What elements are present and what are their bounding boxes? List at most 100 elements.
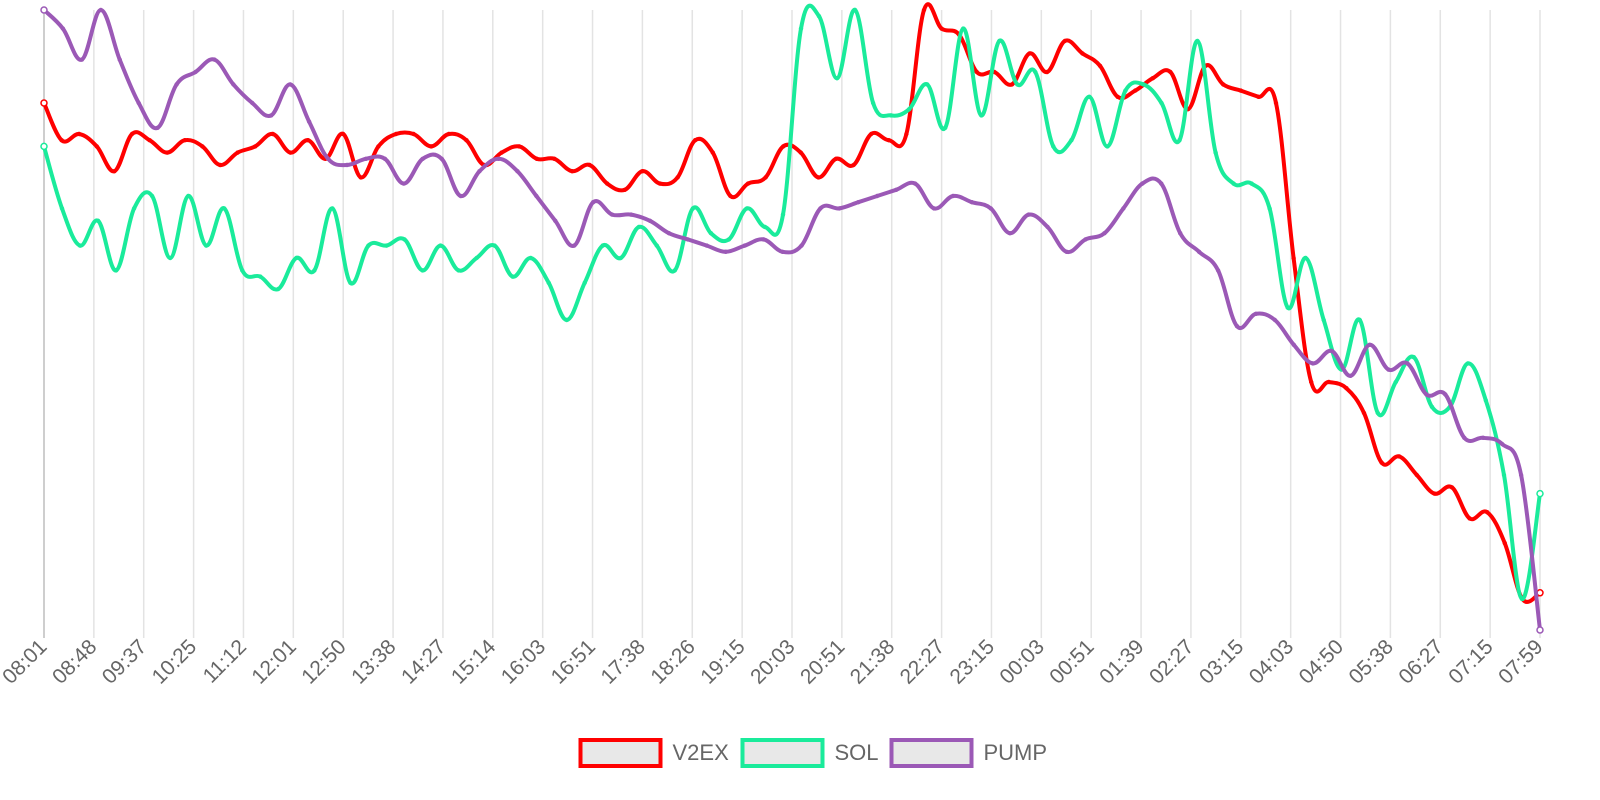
data-point-sol[interactable] bbox=[294, 255, 299, 261]
data-point-v2ex[interactable] bbox=[869, 131, 874, 137]
data-point-pump[interactable] bbox=[818, 206, 823, 211]
data-point-v2ex[interactable] bbox=[1309, 379, 1314, 385]
data-point-pump[interactable] bbox=[79, 57, 85, 62]
data-point-sol[interactable] bbox=[852, 7, 858, 13]
data-point-pump[interactable] bbox=[1462, 435, 1467, 440]
data-point-v2ex[interactable] bbox=[1009, 82, 1015, 87]
data-point-pump[interactable] bbox=[40, 6, 48, 14]
data-point-pump[interactable] bbox=[1443, 392, 1448, 397]
data-point-pump[interactable] bbox=[212, 57, 217, 62]
data-point-v2ex[interactable] bbox=[939, 26, 944, 31]
data-point-sol[interactable] bbox=[1033, 69, 1038, 75]
data-point-sol[interactable] bbox=[131, 206, 137, 211]
data-point-sol[interactable] bbox=[402, 237, 407, 242]
data-point-v2ex[interactable] bbox=[675, 175, 680, 180]
data-point-v2ex[interactable] bbox=[393, 131, 399, 137]
legend-item-v2ex[interactable]: V2EX bbox=[578, 738, 730, 768]
data-point-pump[interactable] bbox=[704, 243, 709, 248]
data-point-sol[interactable] bbox=[312, 268, 317, 273]
data-point-pump[interactable] bbox=[628, 212, 634, 217]
chart-legend[interactable]: V2EX SOL PUMP bbox=[578, 738, 1048, 768]
data-point-sol[interactable] bbox=[690, 206, 696, 211]
data-point-sol[interactable] bbox=[95, 218, 101, 223]
data-point-v2ex[interactable] bbox=[534, 156, 539, 161]
data-point-sol[interactable] bbox=[528, 255, 533, 261]
data-point-v2ex[interactable] bbox=[657, 181, 663, 186]
data-point-sol[interactable] bbox=[1375, 410, 1381, 416]
data-point-v2ex[interactable] bbox=[587, 162, 592, 168]
data-point-v2ex[interactable] bbox=[411, 131, 416, 137]
data-point-v2ex[interactable] bbox=[129, 131, 135, 137]
data-point-pump[interactable] bbox=[647, 218, 653, 223]
data-point-pump[interactable] bbox=[363, 156, 369, 161]
data-point-pump[interactable] bbox=[1536, 626, 1544, 634]
data-point-sol[interactable] bbox=[456, 268, 461, 273]
data-point-v2ex[interactable] bbox=[1414, 472, 1420, 478]
data-point-sol[interactable] bbox=[1015, 82, 1020, 87]
data-point-v2ex[interactable] bbox=[217, 162, 223, 168]
data-point-sol[interactable] bbox=[186, 193, 191, 199]
data-point-v2ex[interactable] bbox=[851, 162, 856, 168]
data-point-sol[interactable] bbox=[1519, 596, 1525, 602]
data-point-sol[interactable] bbox=[1501, 472, 1507, 478]
data-point-v2ex[interactable] bbox=[59, 138, 64, 143]
data-point-v2ex[interactable] bbox=[1115, 94, 1120, 100]
data-point-sol[interactable] bbox=[1357, 317, 1363, 323]
data-point-v2ex[interactable] bbox=[358, 175, 363, 180]
data-point-v2ex[interactable] bbox=[376, 144, 381, 149]
data-point-v2ex[interactable] bbox=[1502, 541, 1508, 546]
data-point-v2ex[interactable] bbox=[763, 175, 768, 180]
data-point-pump[interactable] bbox=[193, 69, 198, 75]
data-point-v2ex[interactable] bbox=[1133, 88, 1138, 93]
data-point-sol[interactable] bbox=[168, 255, 173, 261]
data-point-sol[interactable] bbox=[672, 268, 677, 273]
data-point-sol[interactable] bbox=[204, 243, 209, 248]
data-point-sol[interactable] bbox=[564, 317, 569, 323]
data-point-v2ex[interactable] bbox=[1238, 88, 1244, 93]
data-point-pump[interactable] bbox=[609, 212, 615, 217]
data-point-v2ex[interactable] bbox=[798, 150, 803, 155]
data-point-v2ex[interactable] bbox=[182, 138, 187, 143]
data-point-pump[interactable] bbox=[1405, 361, 1410, 366]
data-point-sol[interactable] bbox=[907, 107, 912, 112]
data-point-pump[interactable] bbox=[780, 249, 785, 254]
data-point-pump[interactable] bbox=[344, 162, 350, 168]
data-point-sol[interactable] bbox=[1177, 138, 1182, 143]
data-point-pump[interactable] bbox=[912, 181, 918, 186]
data-point-v2ex[interactable] bbox=[1485, 510, 1490, 515]
data-point-v2ex[interactable] bbox=[1467, 516, 1472, 521]
data-point-pump[interactable] bbox=[458, 193, 463, 199]
data-point-sol[interactable] bbox=[1123, 88, 1128, 93]
data-point-v2ex[interactable] bbox=[305, 138, 311, 143]
data-point-pump[interactable] bbox=[685, 237, 690, 242]
data-point-pump[interactable] bbox=[269, 113, 274, 118]
data-point-v2ex[interactable] bbox=[640, 169, 645, 174]
data-point-sol[interactable] bbox=[1051, 144, 1056, 149]
data-point-v2ex[interactable] bbox=[1379, 460, 1384, 465]
data-point-v2ex[interactable] bbox=[1045, 69, 1050, 75]
data-point-v2ex[interactable] bbox=[429, 144, 434, 149]
data-point-v2ex[interactable] bbox=[781, 144, 786, 149]
data-point-v2ex[interactable] bbox=[745, 181, 751, 186]
data-point-sol[interactable] bbox=[1195, 38, 1200, 44]
data-point-sol[interactable] bbox=[258, 274, 263, 279]
data-point-pump[interactable] bbox=[969, 200, 975, 205]
data-point-v2ex[interactable] bbox=[1361, 410, 1367, 416]
data-point-pump[interactable] bbox=[1215, 268, 1221, 273]
data-point-sol[interactable] bbox=[1141, 82, 1146, 87]
data-point-sol[interactable] bbox=[1429, 404, 1435, 409]
data-point-v2ex[interactable] bbox=[270, 131, 275, 137]
data-point-sol[interactable] bbox=[708, 231, 714, 236]
data-point-sol[interactable] bbox=[834, 76, 840, 81]
data-point-pump[interactable] bbox=[1499, 441, 1505, 447]
data-point-pump[interactable] bbox=[856, 200, 861, 205]
data-point-v2ex[interactable] bbox=[1221, 82, 1226, 87]
data-point-v2ex[interactable] bbox=[886, 138, 891, 143]
data-point-pump[interactable] bbox=[136, 100, 141, 106]
data-point-v2ex[interactable] bbox=[165, 150, 170, 155]
data-point-sol[interactable] bbox=[1303, 255, 1308, 261]
data-point-sol[interactable] bbox=[582, 280, 587, 285]
data-point-pump[interactable] bbox=[837, 206, 842, 211]
data-point-v2ex[interactable] bbox=[728, 193, 733, 199]
data-point-v2ex[interactable] bbox=[605, 181, 610, 186]
